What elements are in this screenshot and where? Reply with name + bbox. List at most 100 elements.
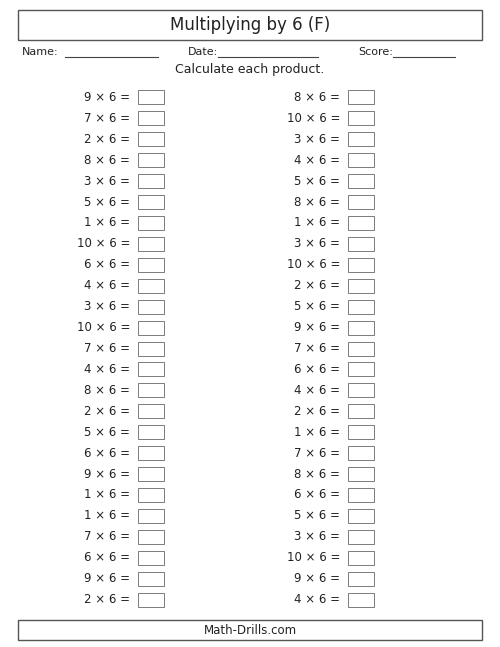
- Text: 10 × 6 =: 10 × 6 =: [286, 112, 340, 125]
- Text: 3 × 6 =: 3 × 6 =: [294, 133, 340, 146]
- Text: 1 × 6 =: 1 × 6 =: [84, 509, 130, 522]
- Bar: [138, 446, 164, 460]
- Bar: [348, 300, 374, 314]
- Text: 10 × 6 =: 10 × 6 =: [286, 551, 340, 564]
- Bar: [138, 91, 164, 104]
- Bar: [138, 342, 164, 355]
- Text: 8 × 6 =: 8 × 6 =: [84, 154, 130, 167]
- Text: 2 × 6 =: 2 × 6 =: [84, 133, 130, 146]
- Text: 4 × 6 =: 4 × 6 =: [294, 384, 340, 397]
- Text: Score:: Score:: [358, 47, 393, 57]
- Bar: [348, 111, 374, 126]
- Bar: [348, 174, 374, 188]
- Text: 5 × 6 =: 5 × 6 =: [294, 175, 340, 188]
- Text: 6 × 6 =: 6 × 6 =: [294, 488, 340, 501]
- Text: 2 × 6 =: 2 × 6 =: [294, 405, 340, 418]
- Bar: [138, 279, 164, 292]
- Text: 6 × 6 =: 6 × 6 =: [84, 258, 130, 271]
- Text: 3 × 6 =: 3 × 6 =: [294, 531, 340, 543]
- Bar: [138, 467, 164, 481]
- Bar: [18, 620, 482, 640]
- Bar: [138, 383, 164, 397]
- Bar: [348, 342, 374, 355]
- Text: 8 × 6 =: 8 × 6 =: [294, 91, 340, 104]
- Bar: [138, 362, 164, 377]
- Text: 4 × 6 =: 4 × 6 =: [84, 363, 130, 376]
- Text: Calculate each product.: Calculate each product.: [176, 63, 324, 76]
- Bar: [138, 216, 164, 230]
- Bar: [138, 509, 164, 523]
- Text: 2 × 6 =: 2 × 6 =: [84, 405, 130, 418]
- Bar: [348, 258, 374, 272]
- Text: 6 × 6 =: 6 × 6 =: [84, 551, 130, 564]
- Bar: [348, 571, 374, 586]
- Bar: [138, 258, 164, 272]
- Bar: [348, 425, 374, 439]
- Bar: [348, 195, 374, 209]
- Text: 3 × 6 =: 3 × 6 =: [84, 300, 130, 313]
- Bar: [348, 551, 374, 565]
- Text: 5 × 6 =: 5 × 6 =: [84, 195, 130, 208]
- Text: 7 × 6 =: 7 × 6 =: [84, 112, 130, 125]
- Text: 8 × 6 =: 8 × 6 =: [294, 468, 340, 481]
- Text: 5 × 6 =: 5 × 6 =: [294, 300, 340, 313]
- Bar: [138, 153, 164, 167]
- Text: 4 × 6 =: 4 × 6 =: [294, 593, 340, 606]
- Bar: [348, 446, 374, 460]
- Bar: [138, 551, 164, 565]
- Bar: [348, 320, 374, 334]
- Text: 2 × 6 =: 2 × 6 =: [84, 593, 130, 606]
- Text: 3 × 6 =: 3 × 6 =: [294, 237, 340, 250]
- Bar: [138, 132, 164, 146]
- Text: 1 × 6 =: 1 × 6 =: [84, 217, 130, 230]
- Text: 2 × 6 =: 2 × 6 =: [294, 280, 340, 292]
- Text: 9 × 6 =: 9 × 6 =: [84, 572, 130, 585]
- Bar: [348, 216, 374, 230]
- Bar: [348, 530, 374, 543]
- Bar: [348, 132, 374, 146]
- Text: 9 × 6 =: 9 × 6 =: [84, 468, 130, 481]
- Text: 6 × 6 =: 6 × 6 =: [84, 446, 130, 459]
- Bar: [348, 153, 374, 167]
- Text: 6 × 6 =: 6 × 6 =: [294, 363, 340, 376]
- Bar: [348, 362, 374, 377]
- Text: 1 × 6 =: 1 × 6 =: [294, 426, 340, 439]
- Bar: [138, 174, 164, 188]
- Bar: [138, 237, 164, 251]
- Bar: [348, 593, 374, 606]
- Bar: [138, 195, 164, 209]
- Text: 10 × 6 =: 10 × 6 =: [76, 237, 130, 250]
- Text: 9 × 6 =: 9 × 6 =: [294, 572, 340, 585]
- Bar: [348, 488, 374, 502]
- Text: 7 × 6 =: 7 × 6 =: [294, 342, 340, 355]
- Text: 9 × 6 =: 9 × 6 =: [84, 91, 130, 104]
- Bar: [138, 404, 164, 418]
- Bar: [138, 530, 164, 543]
- Text: Name:: Name:: [22, 47, 59, 57]
- Text: 5 × 6 =: 5 × 6 =: [84, 426, 130, 439]
- Bar: [138, 320, 164, 334]
- Text: 8 × 6 =: 8 × 6 =: [84, 384, 130, 397]
- Bar: [138, 593, 164, 606]
- Text: Date:: Date:: [188, 47, 218, 57]
- Text: 8 × 6 =: 8 × 6 =: [294, 195, 340, 208]
- Bar: [348, 91, 374, 104]
- Bar: [138, 300, 164, 314]
- Text: 7 × 6 =: 7 × 6 =: [294, 446, 340, 459]
- Bar: [348, 467, 374, 481]
- Bar: [138, 425, 164, 439]
- Bar: [348, 279, 374, 292]
- Bar: [138, 571, 164, 586]
- Text: 10 × 6 =: 10 × 6 =: [76, 321, 130, 334]
- Bar: [348, 404, 374, 418]
- Bar: [18, 10, 482, 40]
- Text: 1 × 6 =: 1 × 6 =: [294, 217, 340, 230]
- Bar: [348, 237, 374, 251]
- Text: 3 × 6 =: 3 × 6 =: [84, 175, 130, 188]
- Bar: [348, 509, 374, 523]
- Text: 9 × 6 =: 9 × 6 =: [294, 321, 340, 334]
- Bar: [348, 383, 374, 397]
- Text: 7 × 6 =: 7 × 6 =: [84, 531, 130, 543]
- Text: 1 × 6 =: 1 × 6 =: [84, 488, 130, 501]
- Text: 10 × 6 =: 10 × 6 =: [286, 258, 340, 271]
